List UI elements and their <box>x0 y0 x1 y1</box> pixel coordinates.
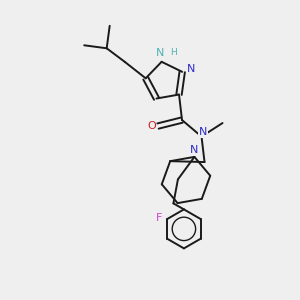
Text: N: N <box>156 48 164 59</box>
Text: N: N <box>186 64 195 74</box>
Text: F: F <box>155 213 162 223</box>
Text: N: N <box>199 127 207 137</box>
Text: O: O <box>147 121 156 131</box>
Text: H: H <box>169 48 176 57</box>
Text: N: N <box>190 145 199 155</box>
